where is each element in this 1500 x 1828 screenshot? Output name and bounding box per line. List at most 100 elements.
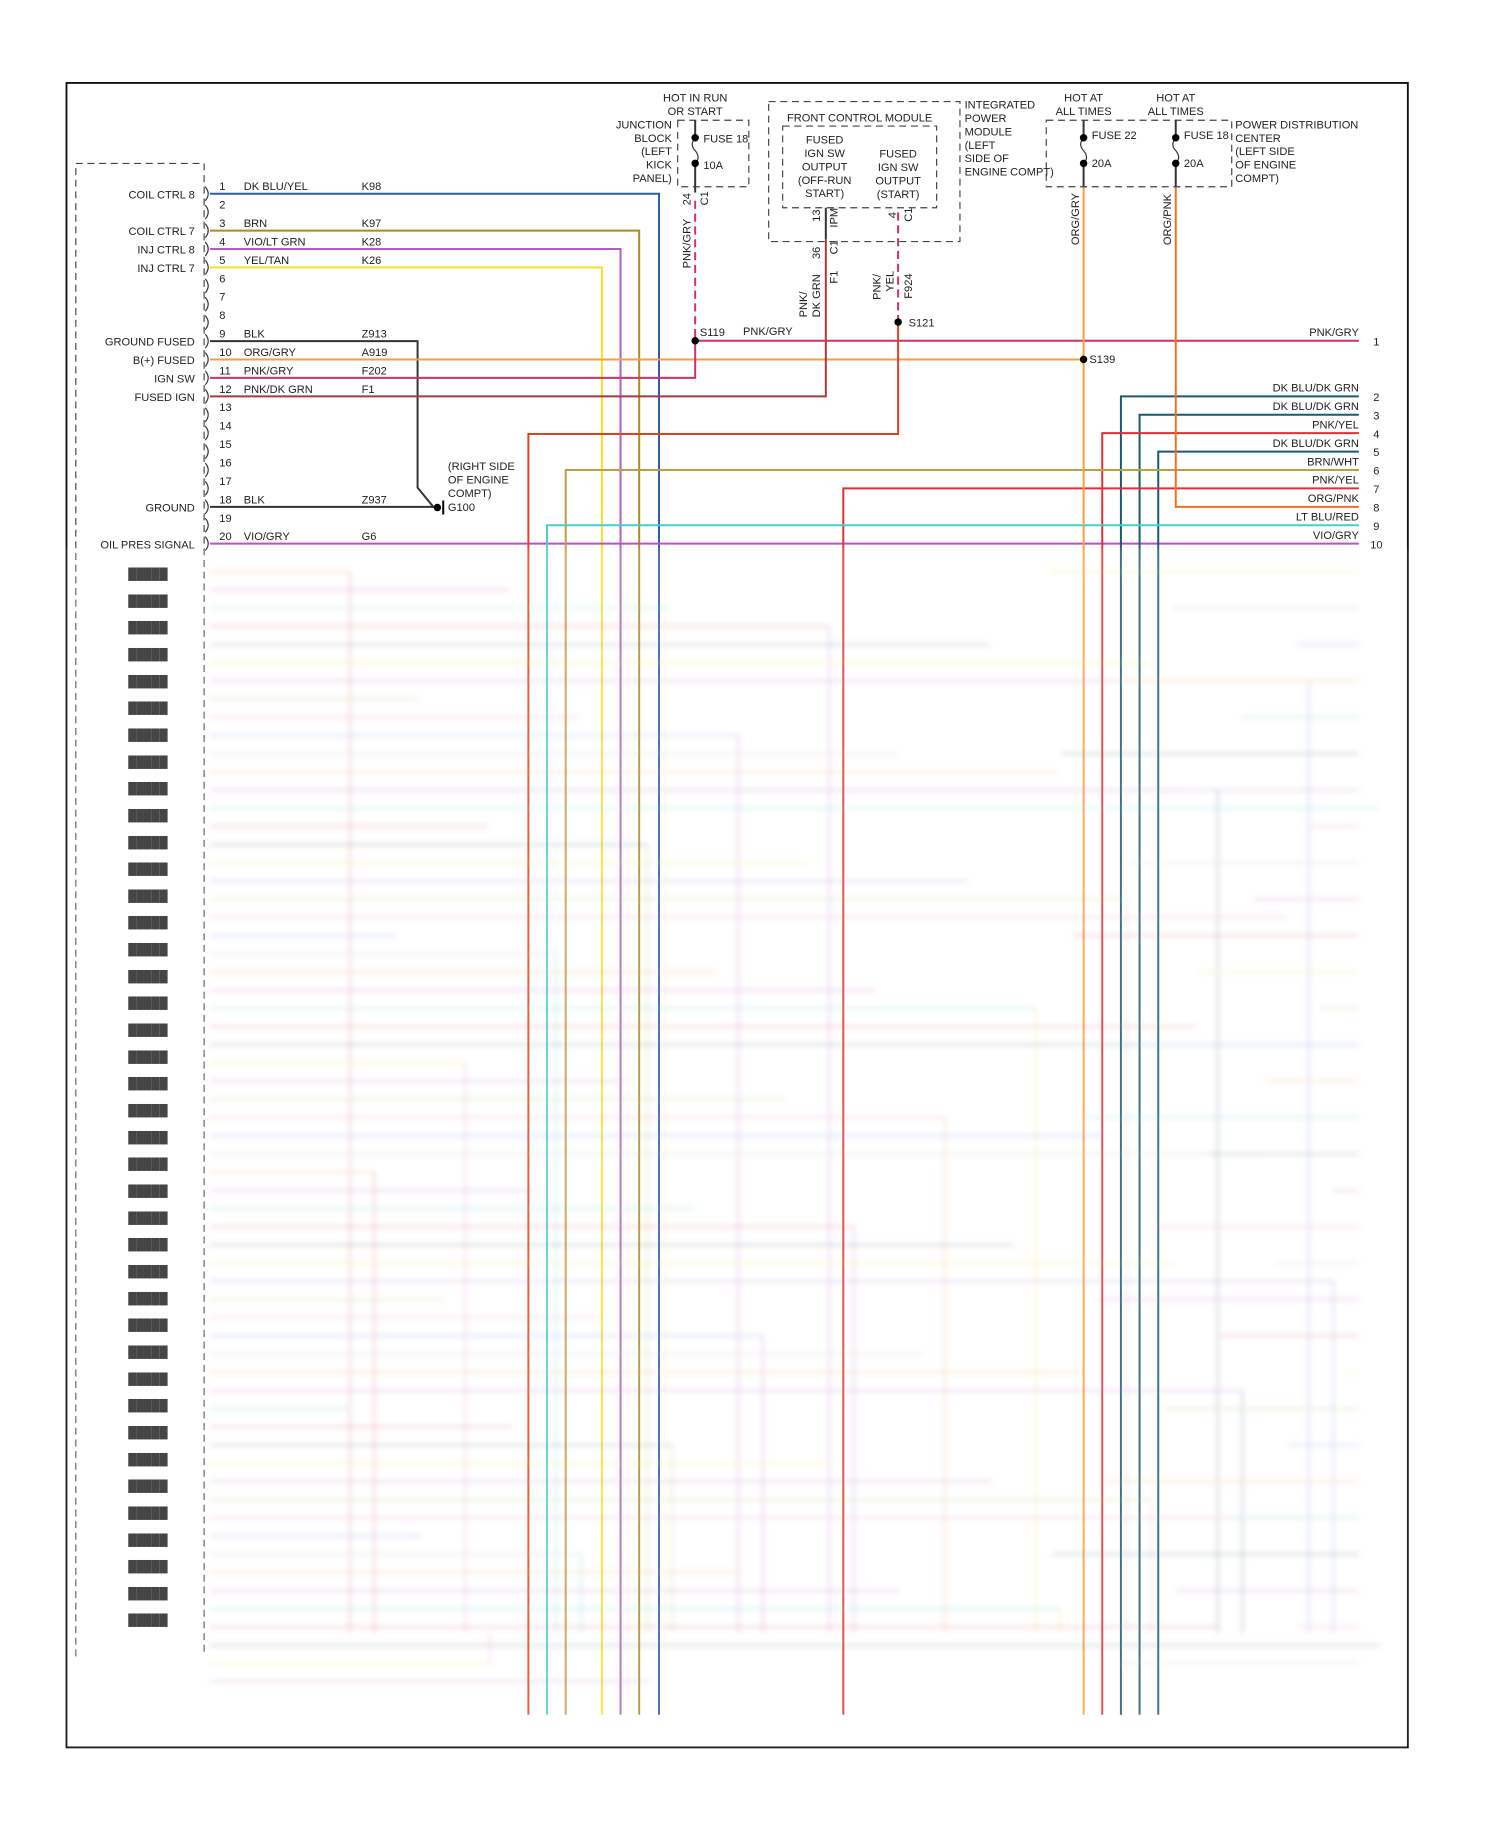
junction-block-label: BLOCK — [634, 133, 672, 145]
pin-number: 7 — [219, 292, 225, 304]
right-pin-number: 6 — [1373, 466, 1379, 478]
pin-number: 15 — [219, 439, 231, 451]
circuit-id-label: F1 — [828, 271, 840, 284]
fuse-rating: 10A — [703, 160, 723, 172]
right-wire-label: PNK/YEL — [1312, 475, 1359, 487]
pin-number: 18 — [219, 494, 231, 506]
hot-in-run-label: OR START — [668, 106, 723, 118]
pin-function-label: INJ CTRL 7 — [137, 263, 194, 275]
pin-terminal — [204, 517, 209, 533]
right-pin-number: 7 — [1373, 484, 1379, 496]
pin-number: 13 — [219, 402, 231, 414]
pin-number: 4 — [219, 236, 225, 248]
integrated-power-module-label: MODULE — [965, 126, 1012, 138]
fused-ign-output-off-run-start-label: IGN SW — [804, 148, 845, 160]
wire-f202 — [209, 340, 697, 379]
pin-number: 12 — [219, 384, 231, 396]
pin-number: 11 — [219, 365, 231, 377]
fuse-label: FUSE 18 — [1184, 130, 1229, 142]
pin-terminal — [204, 352, 209, 367]
integrated-power-module-label: SIDE OF — [965, 153, 1010, 165]
wire-color-label: DK GRN — [811, 274, 823, 317]
wire-color-label: DK BLU/YEL — [244, 181, 308, 193]
pin-function-label: IGN SW — [154, 374, 195, 386]
pin-number: 10 — [219, 347, 231, 359]
junction-block-label: (LEFT — [641, 146, 672, 158]
pin-number: 9 — [219, 329, 225, 341]
pin-terminal — [204, 296, 209, 312]
circuit-id-label: K98 — [362, 181, 382, 193]
fused-ign-output-start-label: IGN SW — [878, 162, 919, 174]
fuse-icon — [691, 137, 699, 164]
fuse-label: FUSE 22 — [1092, 130, 1137, 142]
pin-terminal — [204, 186, 209, 202]
right-wire-label: VIO/GRY — [1313, 530, 1360, 542]
power-distribution-center-label: OF ENGINE — [1235, 160, 1296, 172]
pin-terminal — [204, 333, 209, 349]
fuse-terminal — [1172, 159, 1180, 168]
fuse-terminal — [1079, 134, 1088, 142]
pin-terminal — [204, 241, 209, 257]
hot-in-run-label: HOT IN RUN — [663, 93, 727, 105]
right-wire-label: LT BLU/RED — [1296, 512, 1359, 524]
ground-location-label: OF ENGINE — [448, 475, 509, 487]
circuit-id-label: A919 — [362, 347, 388, 359]
blurred-lower-section — [66, 548, 1408, 1748]
wire-color-label: BLK — [244, 329, 266, 341]
pin-function-label: COIL CTRL 8 — [129, 189, 195, 201]
ground-location-label: (RIGHT SIDE — [448, 461, 515, 473]
pin-number: 14 — [219, 421, 231, 433]
pin-function-label: GROUND — [146, 503, 195, 515]
pin-number: 2 — [219, 200, 225, 212]
right-wire-label: ORG/PNK — [1308, 493, 1360, 505]
right-pin-number: 9 — [1373, 521, 1379, 533]
front-control-module-box — [782, 125, 938, 209]
integrated-power-module-label: (LEFT — [965, 140, 996, 152]
right-pin-number: 5 — [1373, 447, 1379, 459]
circuit-id-label: K28 — [362, 236, 382, 248]
splice-s139 — [1079, 355, 1088, 364]
wire-color-label: YEL — [884, 271, 896, 292]
fuse-label: FUSE 18 — [703, 133, 748, 145]
pin-terminal — [204, 223, 209, 238]
circuit-id-label: K26 — [362, 255, 382, 267]
right-wire-label: PNK/YEL — [1312, 420, 1359, 432]
wire-org-pnk — [1174, 186, 1359, 508]
blur-overlay — [66, 548, 1408, 1748]
right-wire-label: PNK/GRY — [1309, 327, 1359, 339]
wire-color-label: VIO/GRY — [244, 531, 291, 543]
junction-block-label: PANEL) — [633, 173, 672, 185]
splice-label: S119 — [700, 327, 725, 339]
right-wire-label: BRN/WHT — [1307, 456, 1359, 468]
fuse-icon — [1172, 137, 1180, 164]
pin-number: 13 — [811, 209, 823, 221]
ground-location-label: COMPT) — [448, 488, 492, 500]
pin-number: 1 — [219, 181, 225, 193]
fused-ign-output-start-label: FUSED — [879, 149, 917, 161]
pin-number: 20 — [219, 531, 231, 543]
wire-color-label: PNK/ — [798, 291, 810, 318]
wire-color-label: ORG/GRY — [244, 347, 297, 359]
pin-function-label: COIL CTRL 7 — [129, 226, 195, 238]
wire-color-label: VIO/LT GRN — [244, 236, 306, 248]
fuse-icon — [1080, 137, 1088, 164]
pin-function-label: INJ CTRL 8 — [137, 245, 194, 257]
pin-number: 36 — [811, 247, 823, 259]
integrated-power-module-label: INTEGRATED — [965, 100, 1036, 112]
circuit-id-label: F924 — [903, 273, 915, 298]
wire-color-label: PNK/GRY — [743, 326, 793, 338]
pin-terminal — [204, 370, 209, 386]
pin-terminal — [204, 315, 209, 331]
right-pin-number: 2 — [1373, 392, 1379, 404]
front-control-module-label: FRONT CONTROL MODULE — [787, 112, 932, 124]
splice-s121 — [894, 318, 902, 326]
splice-s119 — [691, 336, 699, 345]
pin-terminal — [204, 407, 209, 423]
circuit-id-label: F1 — [362, 384, 375, 396]
hot-at-all-times-label: HOT AT — [1064, 93, 1103, 105]
power-distribution-center-label: (LEFT SIDE — [1235, 146, 1295, 158]
junction-block-label: KICK — [646, 160, 672, 172]
connector-label: C1 — [828, 240, 840, 254]
